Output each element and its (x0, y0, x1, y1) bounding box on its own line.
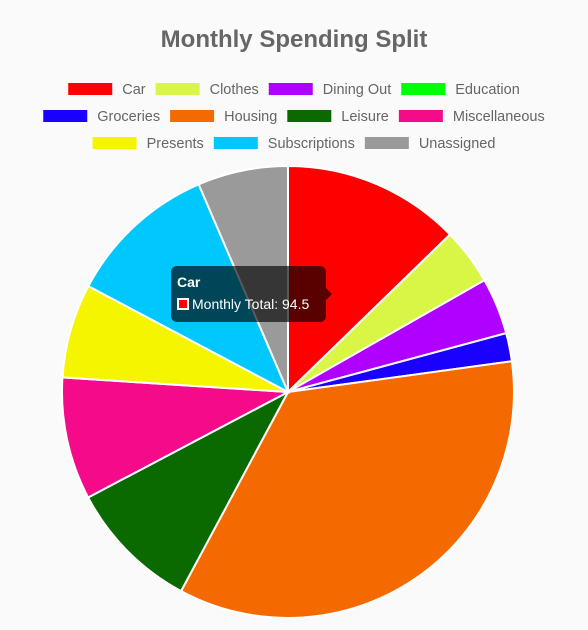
legend-label: Subscriptions (268, 136, 355, 152)
legend-item-dining-out[interactable]: Dining Out (268, 82, 392, 98)
legend-swatch (213, 137, 258, 149)
legend-item-housing[interactable]: Housing (170, 109, 277, 125)
legend-item-education[interactable]: Education (401, 82, 520, 98)
chart-title: Monthly Spending Split (160, 26, 428, 53)
legend-item-subscriptions[interactable]: Subscriptions (213, 136, 355, 152)
legend-swatch (170, 110, 215, 122)
legend-label: Unassigned (419, 136, 496, 152)
legend-swatch (68, 83, 113, 95)
legend-item-car[interactable]: Car (68, 82, 146, 98)
legend-label: Car (122, 82, 146, 98)
legend-label: Leisure (341, 109, 389, 125)
legend-label: Dining Out (323, 82, 392, 98)
tooltip-row: Monthly Total: 94.5 (177, 296, 320, 312)
legend-label: Housing (224, 109, 277, 125)
legend-swatch (155, 83, 200, 95)
legend-label: Education (455, 82, 520, 98)
pie-slice-leisure[interactable] (86, 389, 291, 593)
legend-item-presents[interactable]: Presents (92, 136, 204, 152)
legend-item-unassigned[interactable]: Unassigned (364, 136, 496, 152)
legend-label: Miscellaneous (453, 109, 545, 125)
legend-label: Clothes (210, 82, 259, 98)
legend-swatch (268, 83, 313, 95)
legend-label: Presents (147, 136, 204, 152)
legend-swatch (43, 110, 88, 122)
tooltip-swatch (177, 298, 189, 310)
legend-swatch (398, 110, 443, 122)
legend-item-groceries[interactable]: Groceries (43, 109, 160, 125)
legend-swatch (287, 110, 332, 122)
legend-item-clothes[interactable]: Clothes (155, 82, 259, 98)
pie-slice-housing[interactable] (179, 360, 515, 619)
tooltip: Car Monthly Total: 94.5 (171, 266, 332, 322)
pie-slices (61, 164, 515, 619)
legend-swatch (92, 137, 137, 149)
pie-slice-car[interactable] (287, 164, 452, 395)
legend-swatch (364, 137, 409, 149)
legend: Car Clothes Dining Out Education Groceries Ho… (43, 82, 545, 152)
legend-item-miscellaneous[interactable]: Miscellaneous (398, 109, 545, 125)
legend-swatch (401, 83, 446, 95)
legend-item-leisure[interactable]: Leisure (287, 109, 389, 125)
tooltip-title: Car (177, 274, 201, 290)
tooltip-label: Monthly Total: 94.5 (192, 296, 310, 312)
pie-slice-miscellaneous[interactable] (61, 376, 292, 499)
legend-label: Groceries (97, 109, 160, 125)
